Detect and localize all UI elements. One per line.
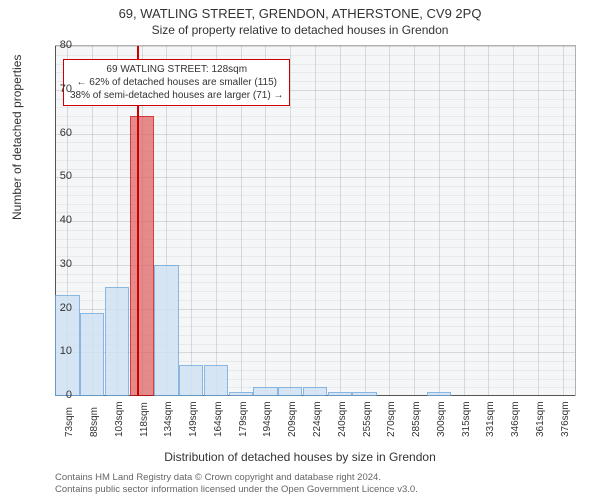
bar: [179, 365, 203, 396]
ytick-label: 20: [47, 302, 72, 314]
x-axis-label: Distribution of detached houses by size …: [0, 450, 600, 464]
xtick-label: 300sqm: [436, 401, 447, 437]
xtick-label: 88sqm: [89, 407, 100, 437]
bar: [105, 287, 129, 396]
xtick-label: 194sqm: [262, 401, 273, 437]
footer-line-1: Contains HM Land Registry data © Crown c…: [55, 472, 418, 484]
xtick-label: 315sqm: [461, 401, 472, 437]
annotation-box: 69 WATLING STREET: 128sqm← 62% of detach…: [63, 59, 290, 106]
gridline-v: [538, 46, 539, 396]
xtick-label: 149sqm: [188, 401, 199, 437]
gridline-v: [488, 46, 489, 396]
footer-attribution: Contains HM Land Registry data © Crown c…: [55, 472, 418, 496]
xtick-label: 73sqm: [64, 407, 75, 437]
footer-line-2: Contains public sector information licen…: [55, 484, 418, 496]
xtick-label: 164sqm: [213, 401, 224, 437]
bar: [229, 392, 253, 396]
xtick-label: 285sqm: [411, 401, 422, 437]
chart-container: { "chart": { "type": "histogram", "title…: [0, 0, 600, 500]
xtick-label: 361sqm: [535, 401, 546, 437]
xtick-label: 179sqm: [238, 401, 249, 437]
ytick-label: 70: [47, 83, 72, 95]
xtick-label: 270sqm: [386, 401, 397, 437]
plot-area: 69 WATLING STREET: 128sqm← 62% of detach…: [55, 45, 576, 396]
annotation-line: ← 62% of detached houses are smaller (11…: [70, 76, 283, 89]
xtick-label: 376sqm: [560, 401, 571, 437]
y-axis-label: Number of detached properties: [10, 55, 24, 220]
gridline-v: [365, 46, 366, 396]
bar: [154, 265, 178, 396]
gridline-v: [414, 46, 415, 396]
annotation-line: 69 WATLING STREET: 128sqm: [70, 63, 283, 76]
gridline-v: [513, 46, 514, 396]
xtick-label: 240sqm: [337, 401, 348, 437]
bar: [352, 392, 376, 396]
ytick-label: 0: [47, 389, 72, 401]
annotation-line: 38% of semi-detached houses are larger (…: [70, 89, 283, 102]
gridline-v: [464, 46, 465, 396]
gridline-v: [389, 46, 390, 396]
chart-subtitle: Size of property relative to detached ho…: [0, 21, 600, 37]
xtick-label: 346sqm: [510, 401, 521, 437]
bar: [328, 392, 352, 396]
gridline-v: [315, 46, 316, 396]
chart-title: 69, WATLING STREET, GRENDON, ATHERSTONE,…: [0, 0, 600, 21]
bar: [253, 387, 277, 396]
ytick-label: 30: [47, 258, 72, 270]
xtick-label: 224sqm: [312, 401, 323, 437]
gridline-v: [439, 46, 440, 396]
gridline-v: [340, 46, 341, 396]
bar-highlighted: [130, 116, 154, 396]
bar: [427, 392, 451, 396]
bar: [80, 313, 104, 396]
xtick-label: 209sqm: [287, 401, 298, 437]
bar: [303, 387, 327, 396]
ytick-label: 60: [47, 127, 72, 139]
bar: [204, 365, 228, 396]
ytick-label: 10: [47, 345, 72, 357]
xtick-label: 103sqm: [114, 401, 125, 437]
ytick-label: 80: [47, 39, 72, 51]
bar: [278, 387, 302, 396]
xtick-label: 118sqm: [139, 402, 150, 437]
ytick-label: 40: [47, 214, 72, 226]
xtick-label: 134sqm: [163, 401, 174, 437]
gridline-v: [563, 46, 564, 396]
xtick-label: 255sqm: [362, 401, 373, 437]
xtick-label: 331sqm: [485, 401, 496, 437]
ytick-label: 50: [47, 170, 72, 182]
